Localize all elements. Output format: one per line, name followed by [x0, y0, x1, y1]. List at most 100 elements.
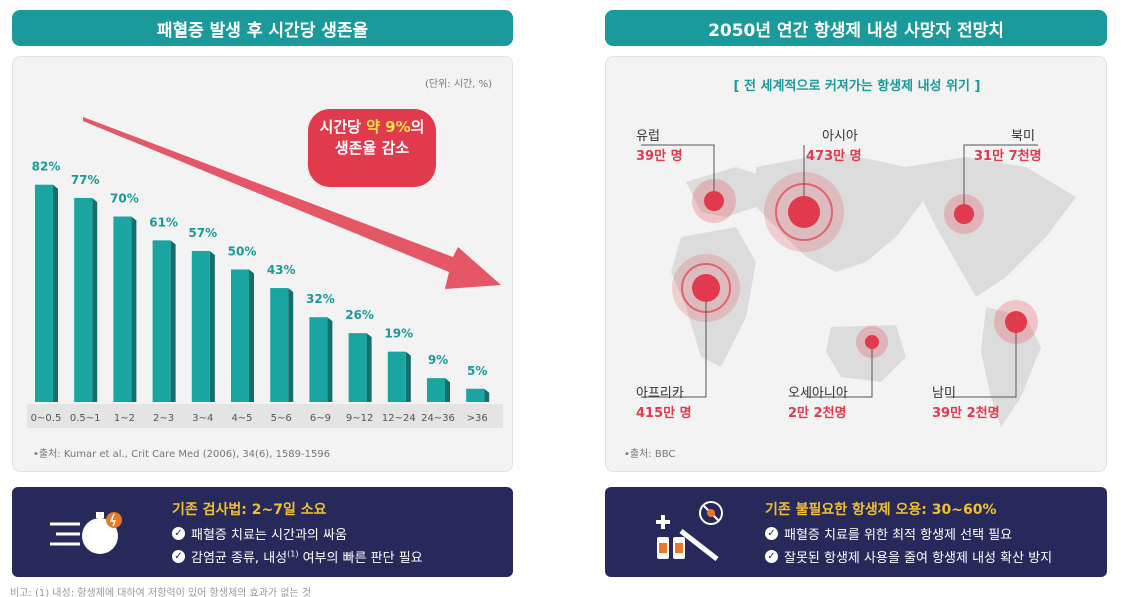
x-tick-label: 1~2: [114, 413, 135, 424]
bubble-line1-suffix: 의: [410, 118, 425, 136]
bar: [387, 351, 406, 402]
bar-side: [327, 317, 333, 402]
region-north-america-value: 31만 7천명: [974, 149, 1042, 164]
region-africa-value: 415만 명: [636, 406, 692, 421]
check-icon: ✓: [172, 550, 185, 563]
right-panel-header: 2050년 연간 항생제 내성 사망자 전망치: [605, 10, 1107, 46]
bar-value-label: 43%: [267, 263, 296, 277]
region-north-america-name: 북미: [1011, 129, 1035, 144]
bar: [427, 378, 445, 402]
bar-side: [53, 184, 58, 402]
decrease-trend-arrow: [83, 117, 501, 289]
bar-side: [170, 240, 176, 402]
world-map: [641, 144, 1076, 427]
bubble-line1-highlight: 약 9%: [366, 118, 411, 136]
bar-side: [366, 333, 372, 402]
bar-value-label: 61%: [149, 215, 178, 229]
x-tick-label: 24~36: [421, 413, 455, 424]
x-axis-strip: [27, 404, 503, 428]
footnote-sup: (1): [287, 549, 299, 559]
right-info-line2-text: 잘못된 항생제 사용을 줄여 항생제 내성 확산 방지: [784, 551, 1053, 566]
bar-side: [209, 250, 215, 402]
footnote: 비고: (1) 내성: 항생제에 대하여 저항력이 있어 항생제의 효과가 없는…: [10, 588, 312, 597]
bar-value-label: 70%: [110, 192, 139, 206]
north-america-circle: [954, 204, 974, 224]
bar: [113, 216, 132, 402]
left-info-line2: ✓ 감염균 종류, 내성(1) 여부의 빠른 판단 필요: [172, 547, 423, 566]
region-africa-name: 아프리카: [636, 386, 684, 401]
bar-side: [405, 351, 411, 402]
check-icon: ✓: [172, 527, 185, 540]
right-info-title: 기존 불필요한 항생제 오용: 30~60%: [765, 502, 997, 518]
region-south-america-name: 남미: [932, 386, 956, 401]
bar-value-label: 9%: [428, 353, 448, 367]
stopwatch-icon: [50, 512, 122, 554]
bar: [35, 184, 53, 402]
bar-side: [484, 388, 490, 402]
bar: [270, 288, 289, 402]
left-info-line1: ✓ 패혈증 치료는 시간과의 싸움: [172, 524, 347, 543]
map-subtitle: [ 전 세계적으로 커져가는 항생제 내성 위기 ]: [733, 79, 981, 94]
africa-circle: [692, 274, 720, 302]
bar: [466, 388, 485, 402]
left-info-line1-text: 패혈증 치료는 시간과의 싸움: [191, 528, 347, 543]
region-south-america-value: 39만 2천명: [932, 406, 1000, 421]
bar-side: [445, 378, 450, 402]
south-america-circle: [1005, 311, 1027, 333]
check-icon: ✓: [765, 527, 778, 540]
x-tick-label: 9~12: [346, 413, 373, 424]
decrease-bubble: 시간당 약 9%의 생존율 감소: [308, 109, 436, 187]
left-info-line2-text: 감염균 종류, 내성(1) 여부의 빠른 판단 필요: [191, 547, 423, 566]
x-tick-label: 12~24: [382, 413, 416, 424]
left-info-box: 기존 검사법: 2~7일 소요 ✓ 패혈증 치료는 시간과의 싸움 ✓ 감염균 …: [12, 487, 513, 577]
bar-value-label: 77%: [71, 173, 100, 187]
bar-side: [131, 216, 137, 402]
leader-lines: [641, 144, 1038, 398]
bar: [309, 317, 328, 402]
bar-side: [288, 288, 294, 402]
x-tick-label: >36: [467, 413, 488, 424]
right-info-line1: ✓ 패혈증 치료를 위한 최적 항생제 선택 필요: [765, 524, 1012, 543]
region-europe-value: 39만 명: [636, 149, 683, 164]
x-tick-label: 2~3: [153, 413, 174, 424]
bar-value-label: 50%: [228, 245, 257, 259]
bar-value-label: 32%: [306, 292, 335, 306]
x-tick-label: 6~9: [310, 413, 331, 424]
left-panel-header: 패혈증 발생 후 시간당 생존율: [12, 10, 513, 46]
bar-side: [92, 197, 98, 402]
bubble-line2: 생존율 감소: [334, 139, 410, 157]
region-asia-value: 473만 명: [806, 149, 862, 164]
line2-part-b: 여부의 빠른 판단 필요: [298, 551, 423, 566]
line2-part-a: 감염균 종류, 내성: [191, 551, 288, 566]
bar-side: [249, 269, 254, 402]
right-info-line1-text: 패혈증 치료를 위한 최적 항생제 선택 필요: [784, 528, 1013, 543]
x-tick-label: 3~4: [192, 413, 213, 424]
bar-value-label: 82%: [32, 160, 61, 174]
bubble-line1-prefix: 시간당: [319, 118, 367, 136]
asia-circle: [788, 196, 820, 228]
region-oceania-value: 2만 2천명: [788, 406, 847, 421]
oceania-circle: [865, 335, 879, 349]
check-icon: ✓: [765, 550, 778, 563]
x-tick-label: 5~6: [271, 413, 292, 424]
region-asia-name: 아시아: [822, 129, 858, 144]
bar-value-label: 5%: [467, 364, 487, 378]
medicine-syringe-icon: [656, 501, 723, 561]
unit-label: (단위: 시간, %): [424, 79, 492, 90]
left-info-title: 기존 검사법: 2~7일 소요: [172, 502, 327, 518]
survival-bar-chart: 82% 0~0.5 77% 0.5~1 70% 1~2 61% 2~3 57% 3~4 50% 4~5…: [27, 117, 503, 428]
region-circles: [672, 172, 1038, 358]
bubble-line1: 시간당 약 9%의: [308, 117, 436, 138]
bar: [74, 197, 93, 402]
bar-value-label: 57%: [188, 226, 217, 240]
right-info-line2: ✓ 잘못된 항생제 사용을 줄여 항생제 내성 확산 방지: [765, 547, 1052, 566]
europe-circle: [704, 191, 724, 211]
map-source: •출처: BBC: [624, 449, 676, 460]
bar-value-label: 26%: [345, 308, 374, 322]
x-tick-label: 0~0.5: [31, 413, 62, 424]
right-info-box: 기존 불필요한 항생제 오용: 30~60% ✓ 패혈증 치료를 위한 최적 항…: [605, 487, 1107, 577]
map-panel: [ 전 세계적으로 커져가는 항생제 내성 위기 ]: [605, 56, 1107, 472]
region-oceania-name: 오세아니아: [788, 386, 848, 401]
bar-value-label: 19%: [384, 327, 413, 341]
bar: [231, 269, 249, 402]
